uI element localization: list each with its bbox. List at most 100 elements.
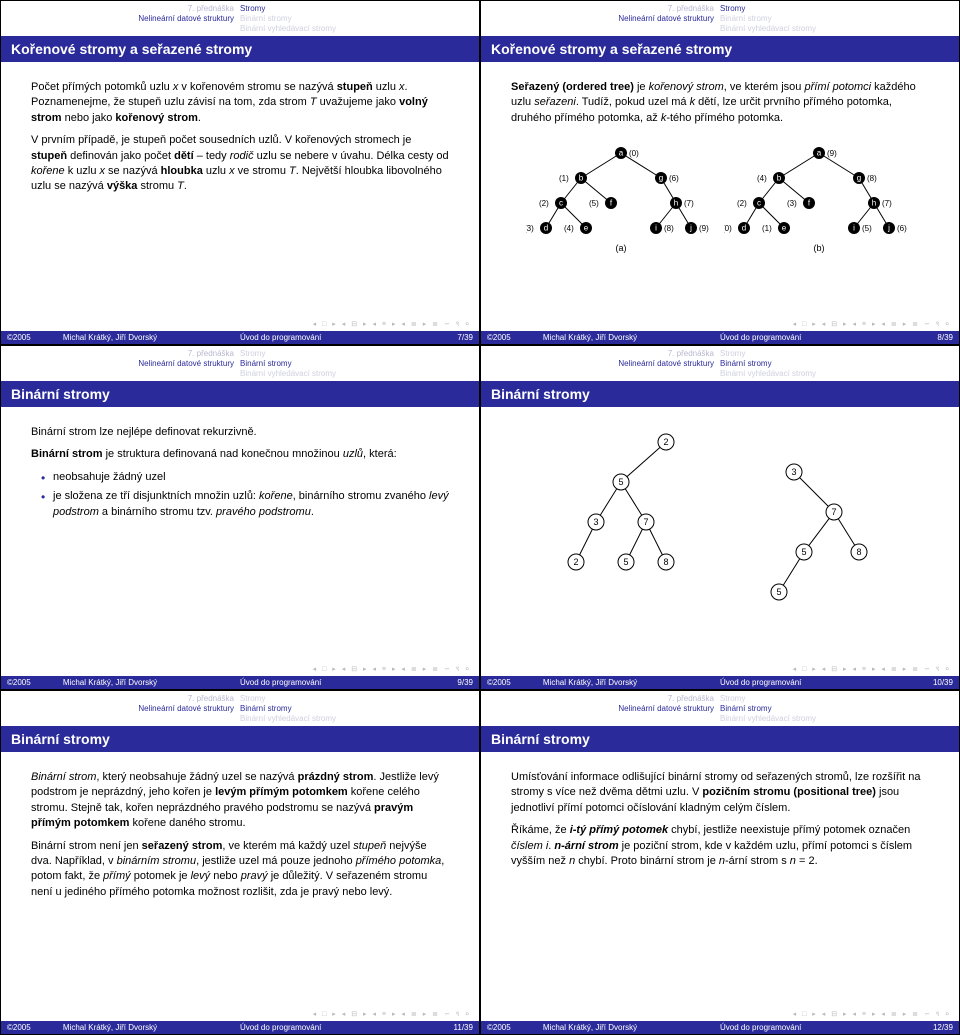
svg-text:(1): (1) (762, 224, 772, 233)
slide-footer: ©2005 Michal Krátký, Jiří Dvorský Úvod d… (481, 331, 959, 344)
s7-p1: Počet přímých potomků uzlu x v kořenovém… (31, 80, 449, 126)
breadcrumb: 7. přednáška Nelineární datové struktury… (481, 346, 959, 381)
svg-text:(5): (5) (589, 199, 599, 208)
s12-p1: Umísťování informace odlišující binární … (511, 770, 929, 816)
tree-b: a(9)b(4)g(8)c(2)f(3)h(7)d(0)e(1)i(5)j(6)… (724, 143, 914, 258)
s7-p2: V prvním případě, je stupeň počet soused… (31, 133, 449, 195)
slide-11: 7. přednáška Nelineární datové struktury… (0, 690, 480, 1035)
binary-tree-left: 2 5 3 7 2 5 8 (546, 427, 716, 587)
bc-sub3: Binární vyhledávací stromy (240, 24, 479, 34)
page-number: 12/39 (906, 1023, 953, 1032)
svg-text:3: 3 (593, 517, 598, 527)
list-item: je složena ze tří disjunktních množin uz… (43, 489, 449, 520)
breadcrumb: 7. přednáška Nelineární datové struktury… (1, 691, 479, 726)
slide-9: 7. přednáška Nelineární datové struktury… (0, 345, 480, 690)
nav-buttons[interactable]: ◂ □ ▸ ◂ ⊟ ▸ ◂ ≡ ▸ ◂ ≣ ▸ ≣ ∽ ९ ० (1, 1008, 479, 1021)
s11-p2: Binární strom není jen seřazený strom, v… (31, 839, 449, 901)
svg-text:e: e (782, 224, 787, 233)
binary-trees-diagram: 2 5 3 7 2 5 8 3 7 5 8 5 (511, 427, 929, 617)
page-number: 7/39 (426, 333, 473, 342)
binary-tree-right: 37585 (724, 427, 894, 617)
slide-title: Binární stromy (1, 726, 479, 752)
nav-buttons[interactable]: ◂ □ ▸ ◂ ⊟ ▸ ◂ ≡ ▸ ◂ ≣ ▸ ≣ ∽ ९ ० (481, 663, 959, 676)
s11-p1: Binární strom, který neobsahuje žádný uz… (31, 770, 449, 832)
svg-text:(a): (a) (616, 243, 627, 253)
slide-7: 7. přednáška Nelineární datové struktury… (0, 0, 480, 345)
nav-buttons[interactable]: ◂ □ ▸ ◂ ⊟ ▸ ◂ ≡ ▸ ◂ ≣ ▸ ≣ ∽ ९ ० (1, 318, 479, 331)
bc-sub2: Binární stromy (240, 14, 479, 24)
svg-text:c: c (559, 199, 563, 208)
svg-text:(5): (5) (862, 224, 872, 233)
s9-p2: Binární strom je struktura definovaná na… (31, 447, 449, 462)
svg-text:2: 2 (573, 557, 578, 567)
ordered-trees-diagram: a(0)b(1)g(6)c(2)f(5)h(7)d(3)e(4)i(8)j(9)… (511, 143, 929, 258)
svg-text:5: 5 (776, 587, 781, 597)
svg-text:(2): (2) (539, 199, 549, 208)
bc-lecture: 7. přednáška (1, 4, 234, 14)
svg-text:(6): (6) (669, 174, 679, 183)
svg-text:(0): (0) (629, 149, 639, 158)
svg-text:d: d (742, 224, 746, 233)
svg-text:8: 8 (856, 547, 861, 557)
svg-text:(3): (3) (787, 199, 797, 208)
svg-text:j: j (887, 224, 890, 233)
svg-text:8: 8 (663, 557, 668, 567)
svg-text:c: c (757, 199, 761, 208)
svg-text:(2): (2) (737, 199, 747, 208)
s12-p2: Říkáme, že i-tý přímý potomek chybí, jes… (511, 823, 929, 869)
slide-footer: ©2005 Michal Krátký, Jiří Dvorský Úvod d… (481, 676, 959, 689)
svg-text:2: 2 (663, 437, 668, 447)
slide-12: 7. přednáška Nelineární datové struktury… (480, 690, 960, 1035)
bc-sub1: Stromy (240, 4, 479, 14)
course: Úvod do programování (240, 333, 426, 342)
svg-text:(4): (4) (757, 174, 767, 183)
svg-text:(7): (7) (882, 199, 892, 208)
page-number: 9/39 (426, 678, 473, 687)
nav-buttons[interactable]: ◂ □ ▸ ◂ ⊟ ▸ ◂ ≡ ▸ ◂ ≣ ▸ ≣ ∽ ९ ० (481, 1008, 959, 1021)
svg-text:(8): (8) (867, 174, 877, 183)
svg-text:(0): (0) (724, 224, 732, 233)
svg-text:h: h (872, 199, 876, 208)
svg-text:e: e (584, 224, 589, 233)
svg-text:g: g (857, 174, 861, 183)
svg-text:h: h (674, 199, 678, 208)
svg-text:5: 5 (618, 477, 623, 487)
svg-text:d: d (544, 224, 548, 233)
svg-text:(b): (b) (814, 243, 825, 253)
nav-buttons[interactable]: ◂ □ ▸ ◂ ⊟ ▸ ◂ ≡ ▸ ◂ ≣ ▸ ≣ ∽ ९ ० (481, 318, 959, 331)
svg-text:7: 7 (643, 517, 648, 527)
breadcrumb: 7. přednáška Nelineární datové struktury… (481, 1, 959, 36)
svg-text:(4): (4) (564, 224, 574, 233)
svg-text:(3): (3) (526, 224, 534, 233)
svg-text:a: a (817, 149, 822, 158)
slide-footer: ©2005 Michal Krátký, Jiří Dvorský Úvod d… (1, 331, 479, 344)
svg-text:(9): (9) (827, 149, 837, 158)
svg-text:(7): (7) (684, 199, 694, 208)
slide-footer: ©2005 Michal Krátký, Jiří Dvorský Úvod d… (1, 1021, 479, 1034)
svg-text:(8): (8) (664, 224, 674, 233)
list-item: neobsahuje žádný uzel (43, 470, 449, 485)
svg-text:(9): (9) (699, 224, 709, 233)
svg-text:(1): (1) (559, 174, 569, 183)
authors: Michal Krátký, Jiří Dvorský (63, 333, 240, 342)
svg-text:b: b (777, 174, 782, 183)
svg-text:5: 5 (801, 547, 806, 557)
svg-text:i: i (853, 224, 855, 233)
tree-a: a(0)b(1)g(6)c(2)f(5)h(7)d(3)e(4)i(8)j(9)… (526, 143, 716, 258)
svg-text:(6): (6) (897, 224, 907, 233)
page-number: 11/39 (426, 1023, 473, 1032)
svg-text:5: 5 (623, 557, 628, 567)
page-number: 8/39 (906, 333, 953, 342)
svg-text:g: g (659, 174, 663, 183)
slide-8: 7. přednáška Nelineární datové struktury… (480, 0, 960, 345)
svg-text:j: j (689, 224, 692, 233)
s9-p1: Binární strom lze nejlépe definovat reku… (31, 425, 449, 440)
slide-title: Kořenové stromy a seřazené stromy (481, 36, 959, 62)
svg-text:a: a (619, 149, 624, 158)
s9-list: neobsahuje žádný uzel je složena ze tří … (31, 470, 449, 524)
page-number: 10/39 (906, 678, 953, 687)
slide-footer: ©2005 Michal Krátký, Jiří Dvorský Úvod d… (1, 676, 479, 689)
slide-title: Binární stromy (481, 381, 959, 407)
nav-buttons[interactable]: ◂ □ ▸ ◂ ⊟ ▸ ◂ ≡ ▸ ◂ ≣ ▸ ≣ ∽ ९ ० (1, 663, 479, 676)
bc-topic: Nelineární datové struktury (1, 14, 234, 24)
